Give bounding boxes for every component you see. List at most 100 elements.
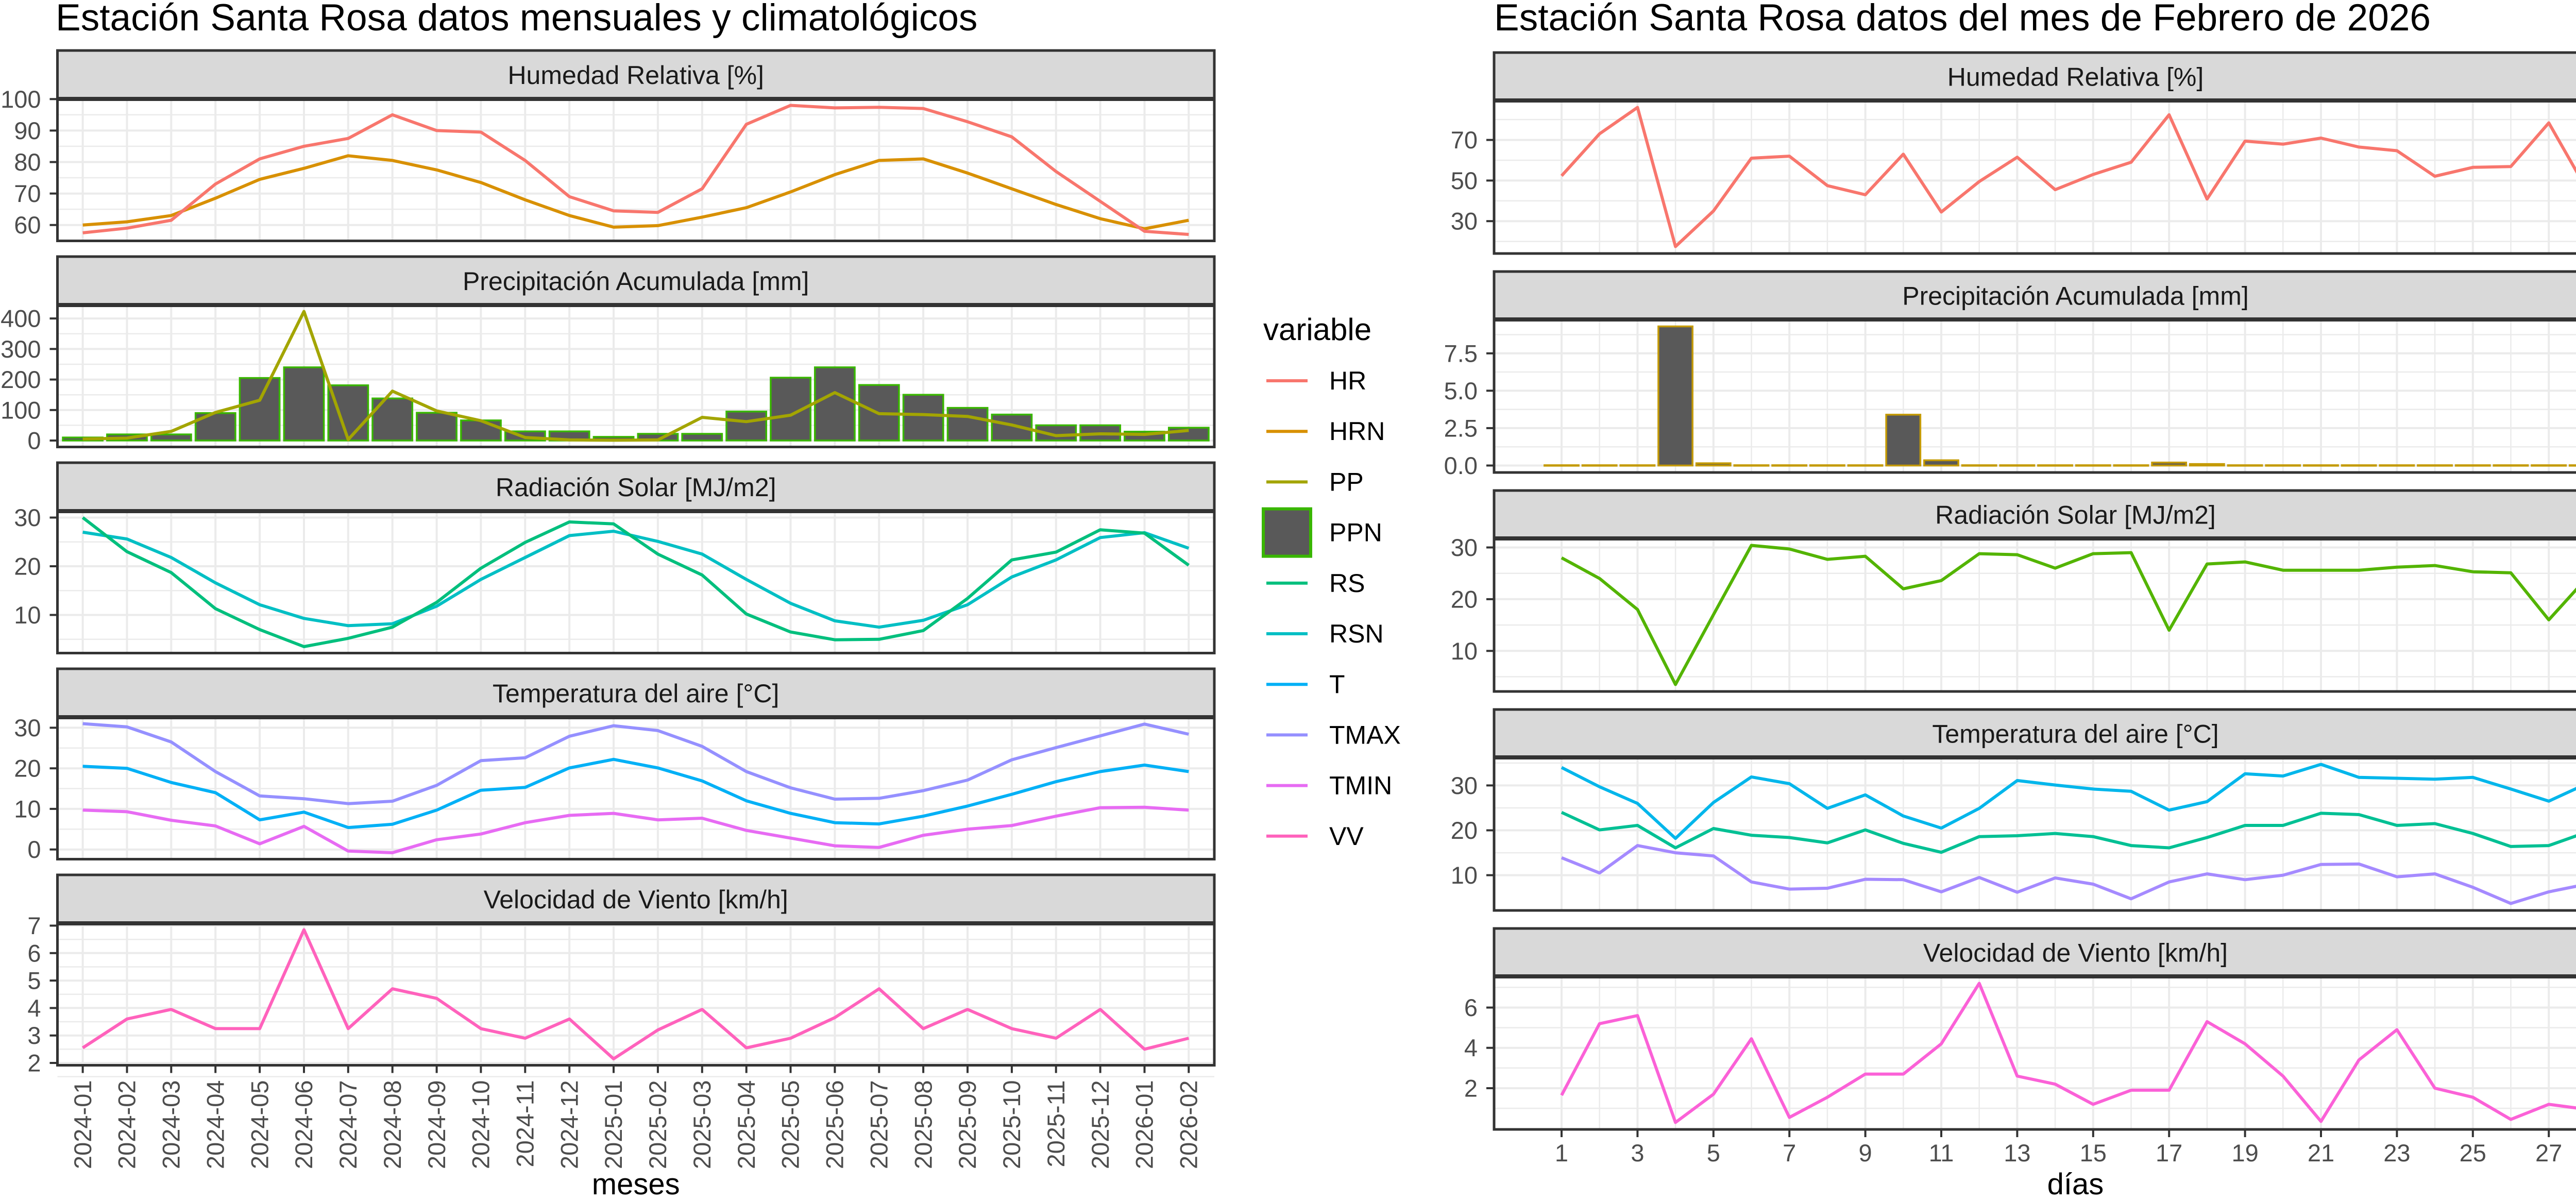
svg-text:Precipitación Acumulada [mm]: Precipitación Acumulada [mm] [1902, 282, 2249, 311]
svg-text:2: 2 [27, 1050, 41, 1077]
svg-text:TMAX: TMAX [1329, 720, 1401, 749]
svg-text:2024-06: 2024-06 [290, 1080, 317, 1169]
svg-text:2024-01: 2024-01 [69, 1080, 96, 1170]
svg-text:60: 60 [14, 211, 41, 239]
svg-text:10: 10 [1451, 637, 1478, 665]
svg-text:20: 20 [1451, 585, 1478, 613]
svg-text:2024-10: 2024-10 [467, 1080, 495, 1170]
svg-text:T: T [1329, 670, 1345, 699]
svg-text:5: 5 [1707, 1139, 1720, 1167]
svg-text:2024-07: 2024-07 [334, 1080, 362, 1170]
svg-text:3: 3 [1631, 1139, 1644, 1167]
svg-text:7: 7 [27, 912, 41, 939]
svg-text:2024-11: 2024-11 [512, 1080, 539, 1168]
svg-text:17: 17 [2156, 1139, 2182, 1167]
svg-text:10: 10 [14, 795, 41, 822]
svg-text:2.5: 2.5 [1444, 414, 1478, 442]
svg-text:2026-01: 2026-01 [1131, 1080, 1158, 1169]
svg-text:13: 13 [2004, 1139, 2030, 1167]
svg-text:11: 11 [1929, 1139, 1954, 1167]
svg-text:días: días [2047, 1168, 2104, 1200]
svg-text:0: 0 [27, 836, 41, 863]
svg-text:30: 30 [1451, 772, 1478, 799]
svg-text:4: 4 [27, 994, 41, 1022]
svg-text:5: 5 [27, 967, 41, 994]
svg-text:4: 4 [1464, 1034, 1478, 1061]
svg-text:80: 80 [14, 148, 41, 176]
svg-text:RSN: RSN [1329, 619, 1384, 648]
svg-text:400: 400 [1, 305, 41, 332]
svg-text:HRN: HRN [1329, 417, 1385, 446]
svg-text:PP: PP [1329, 467, 1364, 496]
svg-text:1: 1 [1555, 1139, 1568, 1167]
svg-text:Precipitación Acumulada [mm]: Precipitación Acumulada [mm] [463, 267, 809, 296]
svg-text:5.0: 5.0 [1444, 377, 1478, 404]
svg-text:Radiación Solar [MJ/m2]: Radiación Solar [MJ/m2] [1935, 501, 2216, 530]
svg-text:Estación Santa Rosa datos del: Estación Santa Rosa datos del mes de Feb… [1494, 0, 2431, 39]
svg-text:2024-05: 2024-05 [246, 1080, 273, 1169]
svg-text:6: 6 [27, 939, 41, 967]
svg-text:PPN: PPN [1329, 518, 1382, 547]
svg-text:Temperatura del aire [°C]: Temperatura del aire [°C] [493, 679, 779, 708]
svg-text:27: 27 [2535, 1139, 2562, 1167]
svg-text:70: 70 [1451, 126, 1478, 154]
svg-text:90: 90 [14, 117, 41, 144]
svg-text:2024-08: 2024-08 [379, 1080, 406, 1169]
svg-text:70: 70 [14, 180, 41, 207]
svg-text:2024-12: 2024-12 [555, 1080, 583, 1169]
svg-text:200: 200 [1, 366, 41, 393]
svg-text:2025-03: 2025-03 [688, 1080, 716, 1169]
svg-text:19: 19 [2231, 1139, 2258, 1167]
svg-text:100: 100 [1, 396, 41, 424]
svg-text:2025-05: 2025-05 [777, 1080, 804, 1170]
svg-text:2025-07: 2025-07 [865, 1080, 892, 1169]
svg-text:30: 30 [14, 504, 41, 531]
svg-text:0: 0 [27, 427, 41, 454]
svg-text:2024-04: 2024-04 [201, 1080, 229, 1170]
svg-text:25: 25 [2460, 1139, 2486, 1167]
svg-text:Velocidad de Viento [km/h]: Velocidad de Viento [km/h] [484, 885, 788, 914]
svg-text:20: 20 [14, 553, 41, 580]
svg-text:2024-02: 2024-02 [113, 1080, 141, 1169]
svg-text:2025-12: 2025-12 [1087, 1080, 1114, 1170]
svg-text:Humedad Relativa [%]: Humedad Relativa [%] [507, 61, 764, 90]
svg-text:2024-03: 2024-03 [158, 1080, 185, 1170]
svg-text:2025-04: 2025-04 [733, 1080, 760, 1169]
svg-text:TMIN: TMIN [1329, 771, 1392, 800]
svg-text:Humedad Relativa [%]: Humedad Relativa [%] [1947, 63, 2204, 92]
svg-text:HR: HR [1329, 366, 1366, 395]
svg-text:21: 21 [2308, 1139, 2334, 1167]
svg-text:300: 300 [1, 335, 41, 363]
svg-text:30: 30 [14, 714, 41, 741]
svg-text:6: 6 [1464, 994, 1478, 1021]
svg-text:VV: VV [1329, 822, 1364, 851]
svg-text:2025-08: 2025-08 [909, 1080, 937, 1170]
svg-text:Temperatura del aire [°C]: Temperatura del aire [°C] [1932, 720, 2218, 749]
svg-text:2: 2 [1464, 1075, 1478, 1102]
svg-text:2025-10: 2025-10 [998, 1080, 1025, 1169]
svg-text:9: 9 [1859, 1139, 1872, 1167]
svg-text:2026-02: 2026-02 [1175, 1080, 1202, 1170]
svg-text:10: 10 [14, 601, 41, 629]
svg-text:Velocidad de Viento [km/h]: Velocidad de Viento [km/h] [1923, 939, 2228, 968]
svg-text:7: 7 [1783, 1139, 1796, 1167]
svg-text:2025-11: 2025-11 [1042, 1080, 1070, 1168]
svg-text:50: 50 [1451, 167, 1478, 194]
svg-text:Radiación Solar [MJ/m2]: Radiación Solar [MJ/m2] [496, 473, 776, 502]
svg-text:3: 3 [27, 1022, 41, 1049]
svg-text:20: 20 [1451, 817, 1478, 844]
svg-text:30: 30 [1451, 534, 1478, 561]
svg-text:2025-06: 2025-06 [821, 1080, 849, 1169]
svg-text:Estación Santa Rosa datos mens: Estación Santa Rosa datos mensuales y cl… [56, 0, 977, 39]
svg-text:variable: variable [1263, 312, 1371, 347]
svg-text:0.0: 0.0 [1444, 452, 1478, 479]
svg-text:meses: meses [592, 1168, 680, 1200]
svg-text:2025-09: 2025-09 [954, 1080, 981, 1170]
svg-text:2025-02: 2025-02 [644, 1080, 671, 1170]
svg-text:23: 23 [2383, 1139, 2410, 1167]
svg-text:100: 100 [1, 86, 41, 113]
svg-text:2025-01: 2025-01 [600, 1080, 627, 1170]
svg-text:30: 30 [1451, 208, 1478, 235]
svg-text:10: 10 [1451, 861, 1478, 889]
svg-text:2024-09: 2024-09 [423, 1080, 450, 1169]
